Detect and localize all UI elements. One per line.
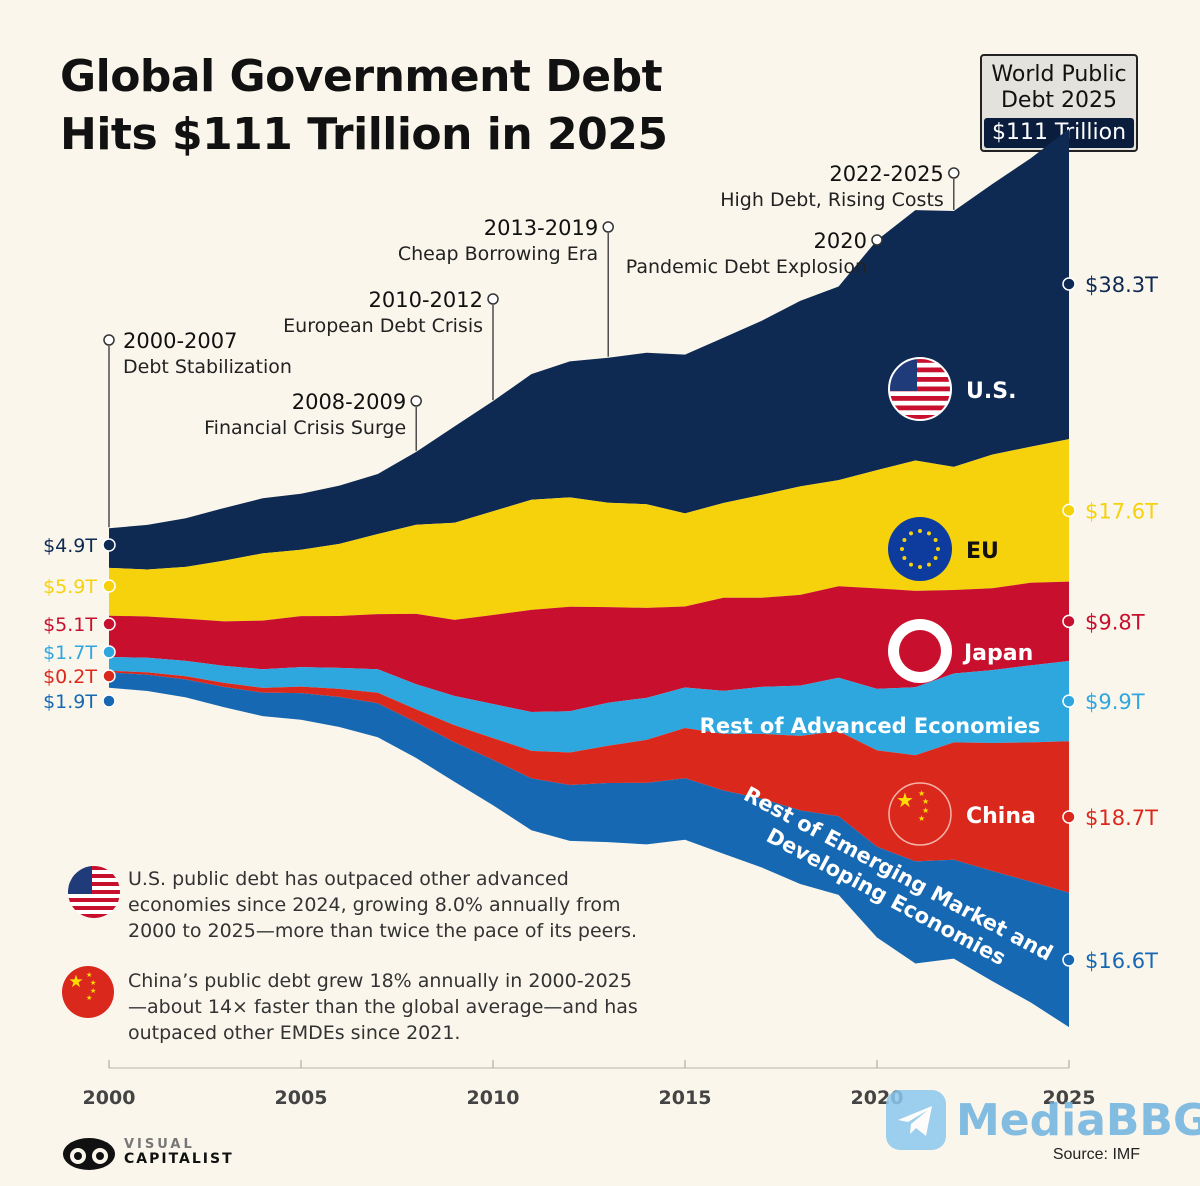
end-marker bbox=[1062, 810, 1076, 824]
world-debt-box: World Public Debt 2025 $111 Trillion bbox=[980, 54, 1138, 152]
svg-text:★: ★ bbox=[90, 987, 96, 995]
x-tick-label: 2025 bbox=[1043, 1087, 1096, 1109]
us-flag-icon bbox=[68, 866, 120, 918]
logo-line-2: CAPITALIST bbox=[124, 1151, 234, 1167]
annotation-marker bbox=[602, 221, 614, 233]
visual-capitalist-logo: VISUAL CAPITALIST bbox=[60, 1132, 234, 1172]
x-tick-label: 2005 bbox=[275, 1087, 328, 1109]
end-marker bbox=[1062, 277, 1076, 291]
svg-text:★: ★ bbox=[68, 972, 83, 992]
us-flag-icon bbox=[889, 358, 951, 420]
end-value-label: $16.6T bbox=[1085, 949, 1158, 973]
stream-areas bbox=[109, 128, 1069, 1028]
area-eu bbox=[109, 439, 1069, 622]
start-marker bbox=[102, 645, 116, 659]
start-marker bbox=[102, 579, 116, 593]
x-tick-label: 2000 bbox=[83, 1087, 136, 1109]
annotation-text: European Debt Crisis bbox=[283, 315, 483, 337]
series-label-japan: Japan bbox=[962, 641, 1033, 666]
annotation-marker bbox=[487, 293, 499, 305]
end-marker bbox=[1062, 614, 1076, 629]
visual-capitalist-logo-icon bbox=[63, 1138, 115, 1170]
start-marker bbox=[102, 538, 116, 552]
end-value-label: $38.3T bbox=[1085, 273, 1158, 297]
watermark: MediaBBG bbox=[884, 1088, 1200, 1152]
annotation-text: Pandemic Debt Explosion bbox=[626, 256, 867, 278]
end-value-label: $18.7T bbox=[1085, 806, 1158, 830]
x-tick-label: 2015 bbox=[659, 1087, 712, 1109]
end-value-label: $9.9T bbox=[1085, 690, 1145, 714]
world-debt-box-line-2: Debt 2025 bbox=[1000, 88, 1118, 113]
area-rest-of-advanced-economies bbox=[109, 657, 1069, 756]
series-label-us: U.S. bbox=[966, 379, 1016, 404]
area-china bbox=[109, 670, 1069, 893]
watermark-text: MediaBBG bbox=[956, 1094, 1200, 1146]
end-value-labels: $38.3T $17.6T $9.8T $9.9T $18.7T $16.6T bbox=[1062, 273, 1158, 973]
end-value-label: $9.8T bbox=[1085, 610, 1145, 634]
start-marker bbox=[102, 669, 116, 683]
telegram-icon bbox=[886, 1090, 946, 1150]
start-marker bbox=[102, 617, 116, 631]
annotation-years: 2000-2007 bbox=[123, 329, 237, 353]
title-line-1: Global Government Debt bbox=[60, 51, 663, 102]
start-value-label: $0.2T bbox=[43, 666, 97, 688]
annotation-years: 2008-2009 bbox=[292, 390, 406, 414]
start-value-label: $1.9T bbox=[43, 691, 97, 713]
area-u-s- bbox=[109, 128, 1069, 570]
annotation-text: High Debt, Rising Costs bbox=[720, 189, 944, 211]
world-debt-box-line-1: World Public bbox=[991, 62, 1127, 87]
china-flag-icon: ★ ★ ★ ★ ★ bbox=[888, 782, 952, 846]
start-value-labels: $4.9T $5.9T $5.1T $1.7T$0.2T $1.9T bbox=[43, 535, 116, 713]
annotation-marker bbox=[103, 334, 115, 346]
annotation-marker bbox=[871, 234, 883, 246]
svg-text:★: ★ bbox=[922, 806, 929, 815]
svg-text:★: ★ bbox=[896, 788, 914, 812]
series-label-eu: EU bbox=[966, 539, 999, 564]
svg-text:★: ★ bbox=[918, 789, 925, 798]
annotation-years: 2020 bbox=[814, 229, 867, 253]
svg-text:★: ★ bbox=[90, 979, 96, 987]
end-marker bbox=[1062, 953, 1076, 967]
chart-title: Global Government Debt Hits $111 Trillio… bbox=[60, 48, 668, 164]
annotation-marker bbox=[410, 395, 422, 407]
eu-flag-icon bbox=[888, 517, 952, 581]
start-value-label: $4.9T bbox=[43, 535, 97, 557]
note-china: China’s public debt grew 18% annually in… bbox=[128, 970, 638, 1044]
annotation-text: Debt Stabilization bbox=[123, 356, 292, 378]
series-label-rest-advanced: Rest of Advanced Economies bbox=[700, 714, 1041, 738]
annotation-text: Financial Crisis Surge bbox=[204, 417, 406, 439]
source-note: Source: IMF bbox=[1052, 1146, 1140, 1163]
annotation-years: 2010-2012 bbox=[369, 288, 483, 312]
svg-text:★: ★ bbox=[86, 994, 92, 1002]
end-value-label: $17.6T bbox=[1085, 499, 1158, 523]
area-japan bbox=[109, 581, 1069, 712]
x-axis: 2000 2005 2010 2015 2020 2025 bbox=[83, 1060, 1096, 1109]
annotation-marker bbox=[948, 167, 960, 179]
area-rest-of-emerging-market-and-developing-economies bbox=[109, 672, 1069, 1028]
start-marker bbox=[102, 694, 116, 708]
annotation-text: Cheap Borrowing Era bbox=[398, 243, 598, 265]
annotation-years: 2022-2025 bbox=[829, 162, 943, 186]
svg-text:★: ★ bbox=[918, 814, 925, 823]
svg-text:★: ★ bbox=[86, 971, 92, 979]
start-value-label: $5.9T bbox=[43, 576, 97, 598]
china-flag-icon: ★ ★ ★ ★ ★ bbox=[62, 966, 114, 1018]
start-value-label: $1.7T bbox=[43, 642, 97, 664]
svg-text:★: ★ bbox=[922, 797, 929, 806]
start-value-label: $5.1T bbox=[43, 614, 97, 636]
title-line-2: Hits $111 Trillion in 2025 bbox=[60, 109, 668, 160]
logo-line-1: VISUAL bbox=[124, 1137, 195, 1152]
end-marker bbox=[1062, 694, 1076, 708]
japan-flag-icon bbox=[888, 619, 952, 683]
series-label-china: China bbox=[966, 804, 1036, 829]
note-us: U.S. public debt has outpaced other adva… bbox=[128, 868, 638, 942]
end-marker bbox=[1062, 503, 1076, 518]
x-tick-label: 2010 bbox=[467, 1087, 520, 1109]
annotation-years: 2013-2019 bbox=[484, 216, 598, 240]
